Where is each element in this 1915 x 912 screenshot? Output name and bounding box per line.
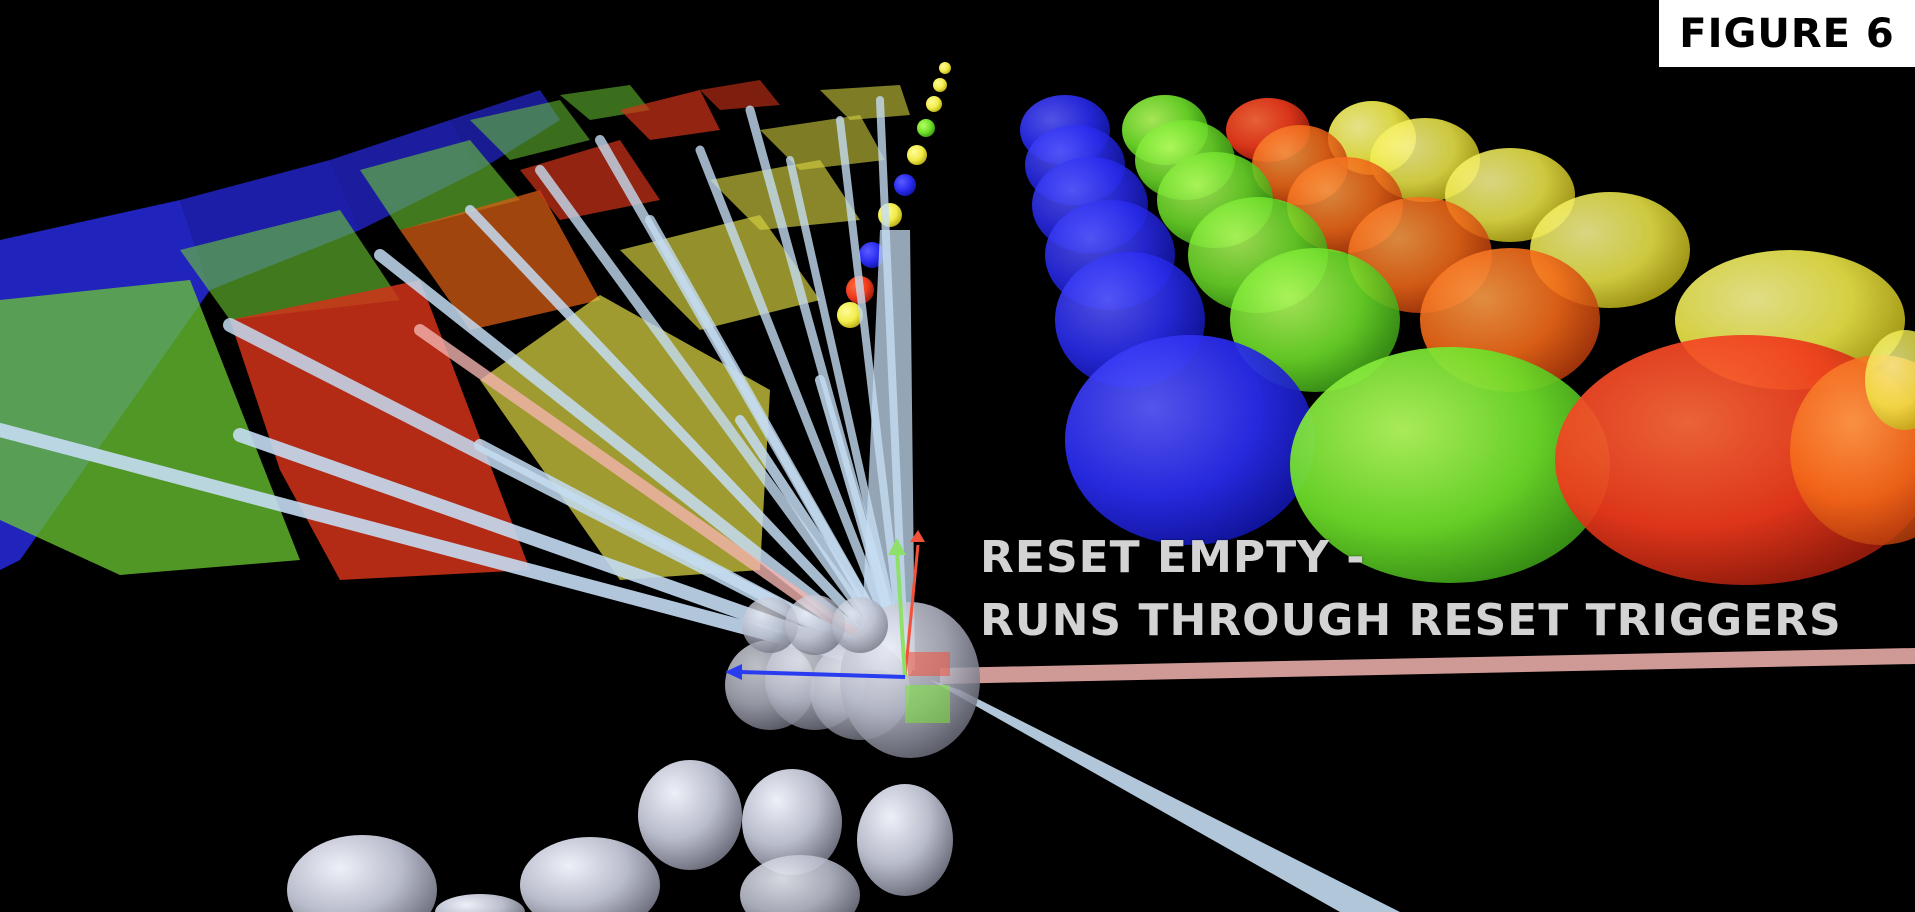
gray-sphere	[857, 784, 953, 896]
tiny-sphere	[926, 96, 942, 112]
caption-line-1: RESET EMPTY -	[980, 532, 1366, 583]
lower-gray-spheres	[287, 760, 953, 912]
sphere-blue	[1065, 335, 1315, 545]
gizmo-axis-x	[739, 670, 906, 679]
cube-green	[180, 210, 400, 320]
gray-sphere	[832, 597, 888, 653]
cube-green	[0, 280, 300, 575]
tiny-sphere	[859, 242, 885, 268]
gray-sphere	[638, 760, 742, 870]
cube-yellow	[710, 160, 860, 230]
tiny-sphere	[837, 302, 863, 328]
cube-green	[470, 100, 590, 160]
cube-yellow	[760, 115, 885, 170]
cube-red	[620, 90, 720, 140]
ray	[645, 215, 910, 675]
cube-red	[520, 140, 660, 220]
sphere-green	[1290, 347, 1610, 583]
gray-sphere	[520, 837, 660, 912]
gray-sphere	[785, 595, 845, 655]
gizmo-arrow-x	[725, 664, 742, 680]
sphere-yellow	[1865, 330, 1915, 430]
tiny-sphere	[894, 174, 916, 196]
gizmo-axis-z	[903, 544, 920, 678]
gray-sphere	[742, 769, 842, 875]
sphere-field	[1020, 95, 1915, 585]
gizmo-axis-y	[895, 549, 907, 678]
ray-fan	[860, 230, 915, 670]
gray-sphere	[435, 894, 525, 912]
cube-yellow	[820, 85, 910, 120]
figure-label: FIGURE 6	[1659, 0, 1915, 67]
tiny-sphere	[917, 119, 935, 137]
gray-sphere	[742, 597, 798, 653]
cube-yellow	[620, 215, 820, 330]
gizmo-arrow-y	[888, 538, 906, 555]
ray-right-pink	[940, 648, 1915, 684]
gizmo-plane-yz	[905, 685, 950, 723]
ray	[465, 205, 910, 675]
ray-down-blue	[930, 680, 1400, 912]
gray-sphere	[287, 835, 437, 912]
transform-gizmo-icon[interactable]	[725, 530, 950, 723]
sphere-yellow	[1445, 148, 1575, 242]
tiny-sphere	[933, 78, 947, 92]
tiny-sphere	[907, 145, 927, 165]
caption-line-2: RUNS THROUGH RESET TRIGGERS	[980, 595, 1842, 646]
gizmo-arrow-z	[910, 530, 925, 542]
gizmo-plane-xy	[908, 652, 950, 676]
tiny-sphere	[939, 62, 951, 74]
cube-red	[700, 80, 780, 110]
gray-sphere	[740, 855, 860, 912]
sphere-green	[1230, 248, 1400, 392]
